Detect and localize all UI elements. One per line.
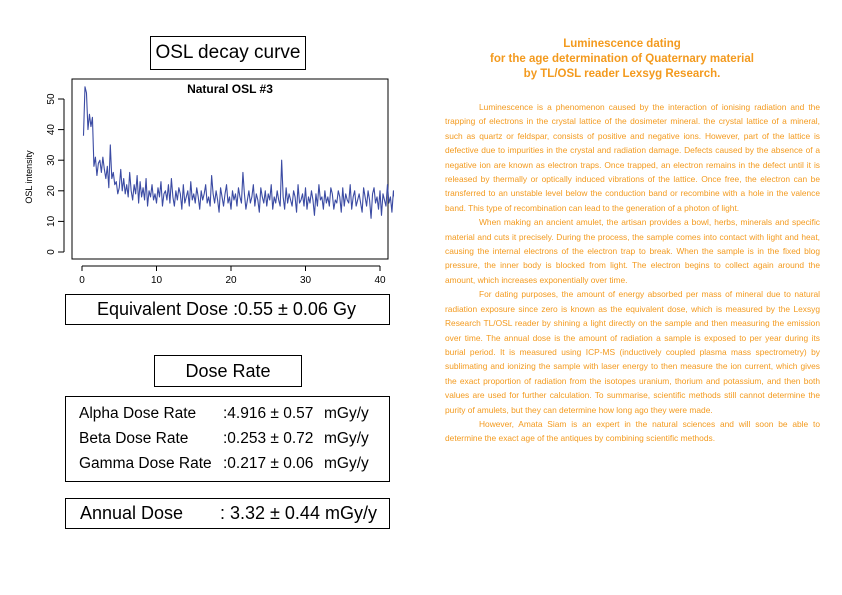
dose-rate-row-gamma: Gamma Dose Rate :0.217 ± 0.06 mGy/y	[66, 455, 389, 477]
chart-title-box: OSL decay curve	[150, 36, 306, 70]
article-title: Luminescence dating for the age determin…	[440, 37, 804, 82]
y-tick-label: 20	[46, 185, 57, 197]
x-tick-label: 20	[225, 275, 237, 286]
dose-rate-name: Gamma Dose Rate	[79, 455, 212, 472]
dose-rate-title: Dose Rate	[185, 360, 271, 381]
y-tick-label: 50	[46, 93, 57, 105]
dose-rate-value: :0.253 ± 0.72	[223, 430, 314, 447]
dose-rate-row-alpha: Alpha Dose Rate :4.916 ± 0.57 mGy/y	[66, 405, 389, 427]
x-tick-label: 40	[374, 275, 386, 286]
dose-rate-name: Alpha Dose Rate	[79, 405, 197, 422]
article-title-line: by TL/OSL reader Lexsyg Research.	[523, 68, 721, 80]
article-paragraph: When making an ancient amulet, the artis…	[445, 217, 820, 285]
article-paragraph: For dating purposes, the amount of energ…	[445, 289, 820, 415]
x-axis: 0 10 20 30 40	[79, 265, 386, 286]
chart-title-text: OSL decay curve	[155, 42, 301, 63]
plot-title: Natural OSL #3	[187, 82, 273, 96]
y-axis-label: OSL intensity	[24, 150, 34, 204]
annual-dose-box: Annual Dose : 3.32 ± 0.44 mGy/y	[65, 498, 390, 529]
y-tick-label: 40	[46, 124, 57, 136]
dose-rate-unit: mGy/y	[324, 405, 369, 422]
article-body: Luminescence is a phenomenon caused by t…	[445, 100, 820, 446]
dose-rate-value: :4.916 ± 0.57	[223, 405, 314, 422]
osl-series-line	[82, 86, 394, 219]
article-paragraph: However, Amata Siam is an expert in the …	[445, 418, 820, 444]
equivalent-dose-box: Equivalent Dose : 0.55 ± 0.06 Gy	[65, 294, 390, 325]
equivalent-dose-value: 0.55 ± 0.06 Gy	[238, 299, 356, 319]
x-tick-label: 10	[151, 275, 163, 286]
y-tick-label: 10	[46, 215, 57, 227]
annual-dose-value: : 3.32 ± 0.44 mGy/y	[220, 503, 377, 523]
osl-chart: Natural OSL #3 OSL intensity 0 10 20 30 40 50…	[24, 78, 394, 286]
article-title-line: for the age determination of Quaternary …	[490, 53, 754, 65]
dose-rate-row-beta: Beta Dose Rate :0.253 ± 0.72 mGy/y	[66, 430, 389, 452]
dose-rate-title-box: Dose Rate	[154, 355, 302, 387]
equivalent-dose-label: Equivalent Dose :	[97, 299, 239, 319]
plot-frame	[71, 78, 389, 260]
y-tick-label: 30	[46, 154, 57, 166]
dose-rates-box: Alpha Dose Rate :4.916 ± 0.57 mGy/y Beta…	[65, 396, 390, 482]
dose-rate-unit: mGy/y	[324, 455, 369, 472]
dose-rate-unit: mGy/y	[324, 430, 369, 447]
x-tick-label: 0	[79, 275, 85, 286]
y-tick-label: 0	[46, 249, 57, 255]
dose-rate-value: :0.217 ± 0.06	[223, 455, 314, 472]
article-paragraph: Luminescence is a phenomenon caused by t…	[445, 102, 820, 213]
x-tick-label: 30	[300, 275, 312, 286]
annual-dose-label: Annual Dose	[80, 503, 184, 523]
dose-rate-name: Beta Dose Rate	[79, 430, 189, 447]
y-axis: 0 10 20 30 40 50	[46, 93, 65, 255]
article-title-line: Luminescence dating	[563, 38, 681, 50]
